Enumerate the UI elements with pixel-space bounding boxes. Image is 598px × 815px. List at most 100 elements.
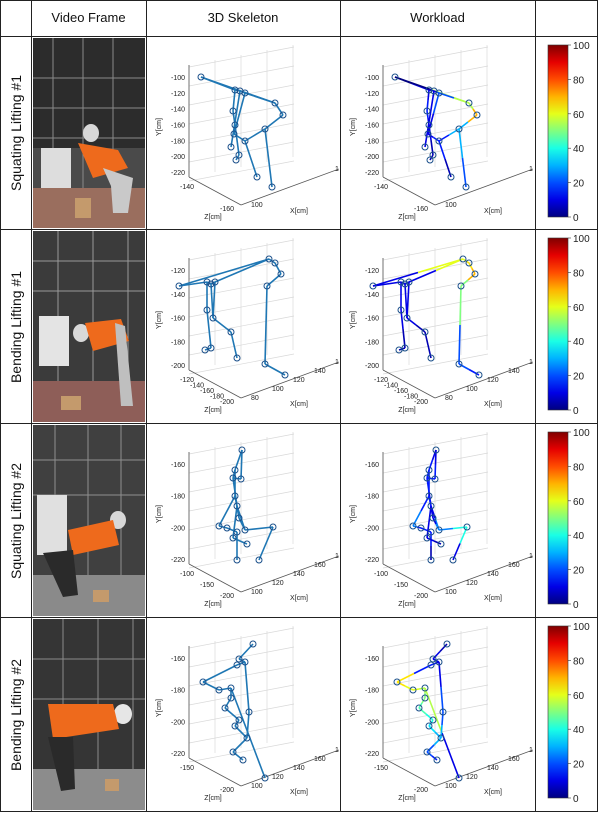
colorbar-tick-label: 20 [573,760,585,771]
grid-line [188,141,295,163]
skeleton-bone [218,495,236,527]
axes-3d: -160 -180 -200 -220 -100 -150 -200 100 120 140 160… [350,432,541,608]
colorbar-gradient [547,625,569,799]
column-header-workload: Workload [410,10,465,25]
skeleton-joint [415,704,423,712]
skeleton-joint [421,328,429,336]
skeleton-joint [227,328,235,336]
skeleton-bone [232,751,244,761]
grid-line [382,103,489,125]
skeleton-bone [430,662,436,666]
skeleton-joint [231,722,239,730]
y-tick-label: -200 [365,363,379,370]
skeleton [199,640,269,782]
skeleton-bone [426,110,429,119]
skeleton-bone [408,269,437,283]
grid-line [188,84,295,106]
table-rule [0,36,598,37]
y-axis-label: Y[cm] [156,505,163,523]
colorbar-tick-label: 60 [573,691,585,702]
skeleton-bone [427,113,435,135]
skeleton-plot: -120 -140 -160 -180 -200 -120 -140 -160 -180 -200… [147,230,347,426]
z-tick-label: -180 [210,394,224,401]
skeleton-joint [421,694,429,702]
y-tick-label: -180 [171,494,185,501]
grid-line [382,741,489,763]
workload-plot: -100 -120 -140 -160 -180 -200 -220 -140 -160 100 1… [341,37,541,233]
skeleton-joint [449,556,457,564]
skeleton-joint [261,360,269,368]
colorbar-tick-label: 40 [573,531,585,542]
x-tick-label: 180 [529,747,533,754]
table-rule [31,0,32,812]
skeleton [369,255,483,379]
grid-line [382,433,489,455]
skeleton-joint [432,446,440,454]
axis-line [240,749,340,787]
skeleton-joint [435,658,443,666]
skeleton-joint [245,708,253,716]
skeleton-bone [426,477,430,493]
grid-line [188,65,295,87]
skeleton-joint [465,259,473,267]
y-tick-label: -160 [171,316,185,323]
skeleton-joint [473,111,481,119]
column-header-3d-skeleton: 3D Skeleton [207,10,279,25]
z-axis-label: Z[cm] [398,601,416,608]
column-header-video-frame: Video Frame [51,10,126,25]
x-tick-label: 120 [466,774,478,781]
y-axis-label: Y[cm] [350,505,357,523]
axes-3d: -100 -120 -140 -160 -180 -200 -220 -140 -160 100 1… [156,45,347,221]
grid-line [188,684,295,706]
colorbar-tick-label: 100 [573,41,590,52]
y-tick-label: -200 [365,719,379,726]
y-tick-label: -200 [171,719,185,726]
grid-line [382,334,489,356]
table-rule [535,0,536,812]
grid-line [188,627,295,649]
grid-line [382,315,489,337]
skeleton [197,73,287,191]
z-tick-label: -160 [200,388,214,395]
y-axis-label: Y[cm] [156,118,163,136]
skeleton-joint [215,522,223,530]
skeleton-bone [433,737,442,746]
x-tick-label: 140 [293,765,305,772]
skeleton-bone [434,449,437,465]
skeleton-bone [424,118,431,148]
skeleton-joint [423,474,431,482]
skeleton-bone [396,681,406,687]
skeleton-joint [227,143,235,151]
x-tick-label: 100 [445,202,457,209]
x-tick-label: 160 [508,562,520,569]
skeleton-joint [425,466,433,474]
grid-line [188,490,295,512]
z-tick-label: -200 [414,399,428,406]
skeleton-bone [434,731,442,739]
skeleton-joint [221,704,229,712]
skeleton-bone [458,121,469,130]
axis-line [434,361,534,399]
skeleton-joint [455,360,463,368]
skeleton-joint [175,282,183,290]
skeleton-bone [244,140,258,178]
z-tick-label: -120 [180,377,194,384]
grid-line [382,353,489,375]
skeleton-bone [236,661,246,666]
colorbar-tick-label: 0 [573,794,579,805]
x-tick-label: 140 [487,571,499,578]
skeleton-joint [431,475,439,483]
colorbar: 100 80 60 40 20 0 [536,424,596,620]
colorbar-gradient [547,44,569,218]
z-tick-label: -100 [180,571,194,578]
skeleton-joint [271,259,279,267]
skeleton-bone [372,271,419,287]
skeleton-bone [406,317,417,326]
skeleton-bone [234,449,243,471]
grid-line [188,665,295,687]
skeleton-joint [409,522,417,530]
skeleton-bone [244,128,266,142]
z-axis-label: Z[cm] [398,407,416,414]
y-tick-label: -160 [171,123,185,130]
y-tick-label: -180 [171,339,185,346]
